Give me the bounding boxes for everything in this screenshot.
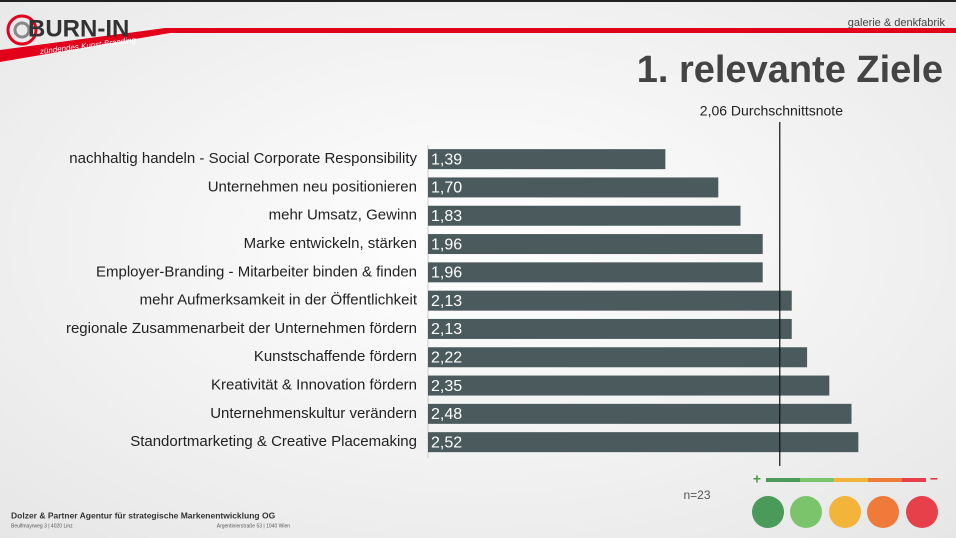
category-label: Kunstschaffende fördern [254,348,417,365]
bar [428,205,741,226]
scale-bar [766,478,926,482]
category-label: Kreativität & Innovation fördern [211,377,417,394]
value-label: 1,96 [431,265,462,282]
value-label: 2,35 [431,378,462,395]
bar [428,234,763,255]
category-label: Unternehmenskultur verändern [210,405,417,422]
top-line [0,0,956,2]
faces [752,496,938,528]
bar [428,177,719,198]
bar [428,262,763,283]
bar [428,149,666,170]
value-label: 1,96 [431,236,462,253]
category-label: Standortmarketing & Creative Placemaking [130,433,417,450]
footer-address: Beulfmayrweg 3 | 4020 Linz [11,523,73,529]
bar [428,403,852,424]
value-label: 1,70 [431,180,462,197]
reference-label: 2,06 Durchschnittsnote [700,103,843,119]
category-label: Employer-Branding - Mitarbeiter binden &… [96,263,417,280]
category-label: Unternehmen neu positionieren [208,178,417,195]
sample-note: n=23 [683,488,710,502]
title: 1. relevante Ziele [637,49,943,91]
value-label: 2,13 [431,321,462,338]
value-label: 2,22 [431,349,462,366]
value-label: 2,52 [431,434,462,451]
category-label: mehr Aufmerksamkeit in der Öffentlichkei… [140,291,418,309]
footer-address: Argentinierstraße 53 | 1040 Wien [217,523,291,529]
category-label: Marke entwickeln, stärken [244,235,417,252]
bar [428,432,859,453]
bar [428,375,830,396]
bar [428,318,792,339]
footer-company: Dolzer & Partner Agentur für strategisch… [11,510,276,520]
category-label: nachhaltig handeln - Social Corporate Re… [69,150,417,167]
value-label: 2,48 [431,406,462,423]
value-label: 1,39 [431,151,462,168]
brand: galerie & denkfabrik [848,17,946,29]
value-label: 1,83 [431,208,462,225]
logo-ring [13,21,31,39]
logo-ring [6,14,38,46]
logo: BURN-IN [28,15,129,42]
bar [428,347,808,368]
category-label: regionale Zusammenarbeit der Unternehmen… [66,320,417,337]
value-label: 2,13 [431,293,462,310]
scale-plus: + [753,471,761,487]
bar [428,290,792,311]
scale-minus: − [930,471,938,487]
red-stripe [0,28,956,62]
category-label: mehr Umsatz, Gewinn [269,207,417,224]
